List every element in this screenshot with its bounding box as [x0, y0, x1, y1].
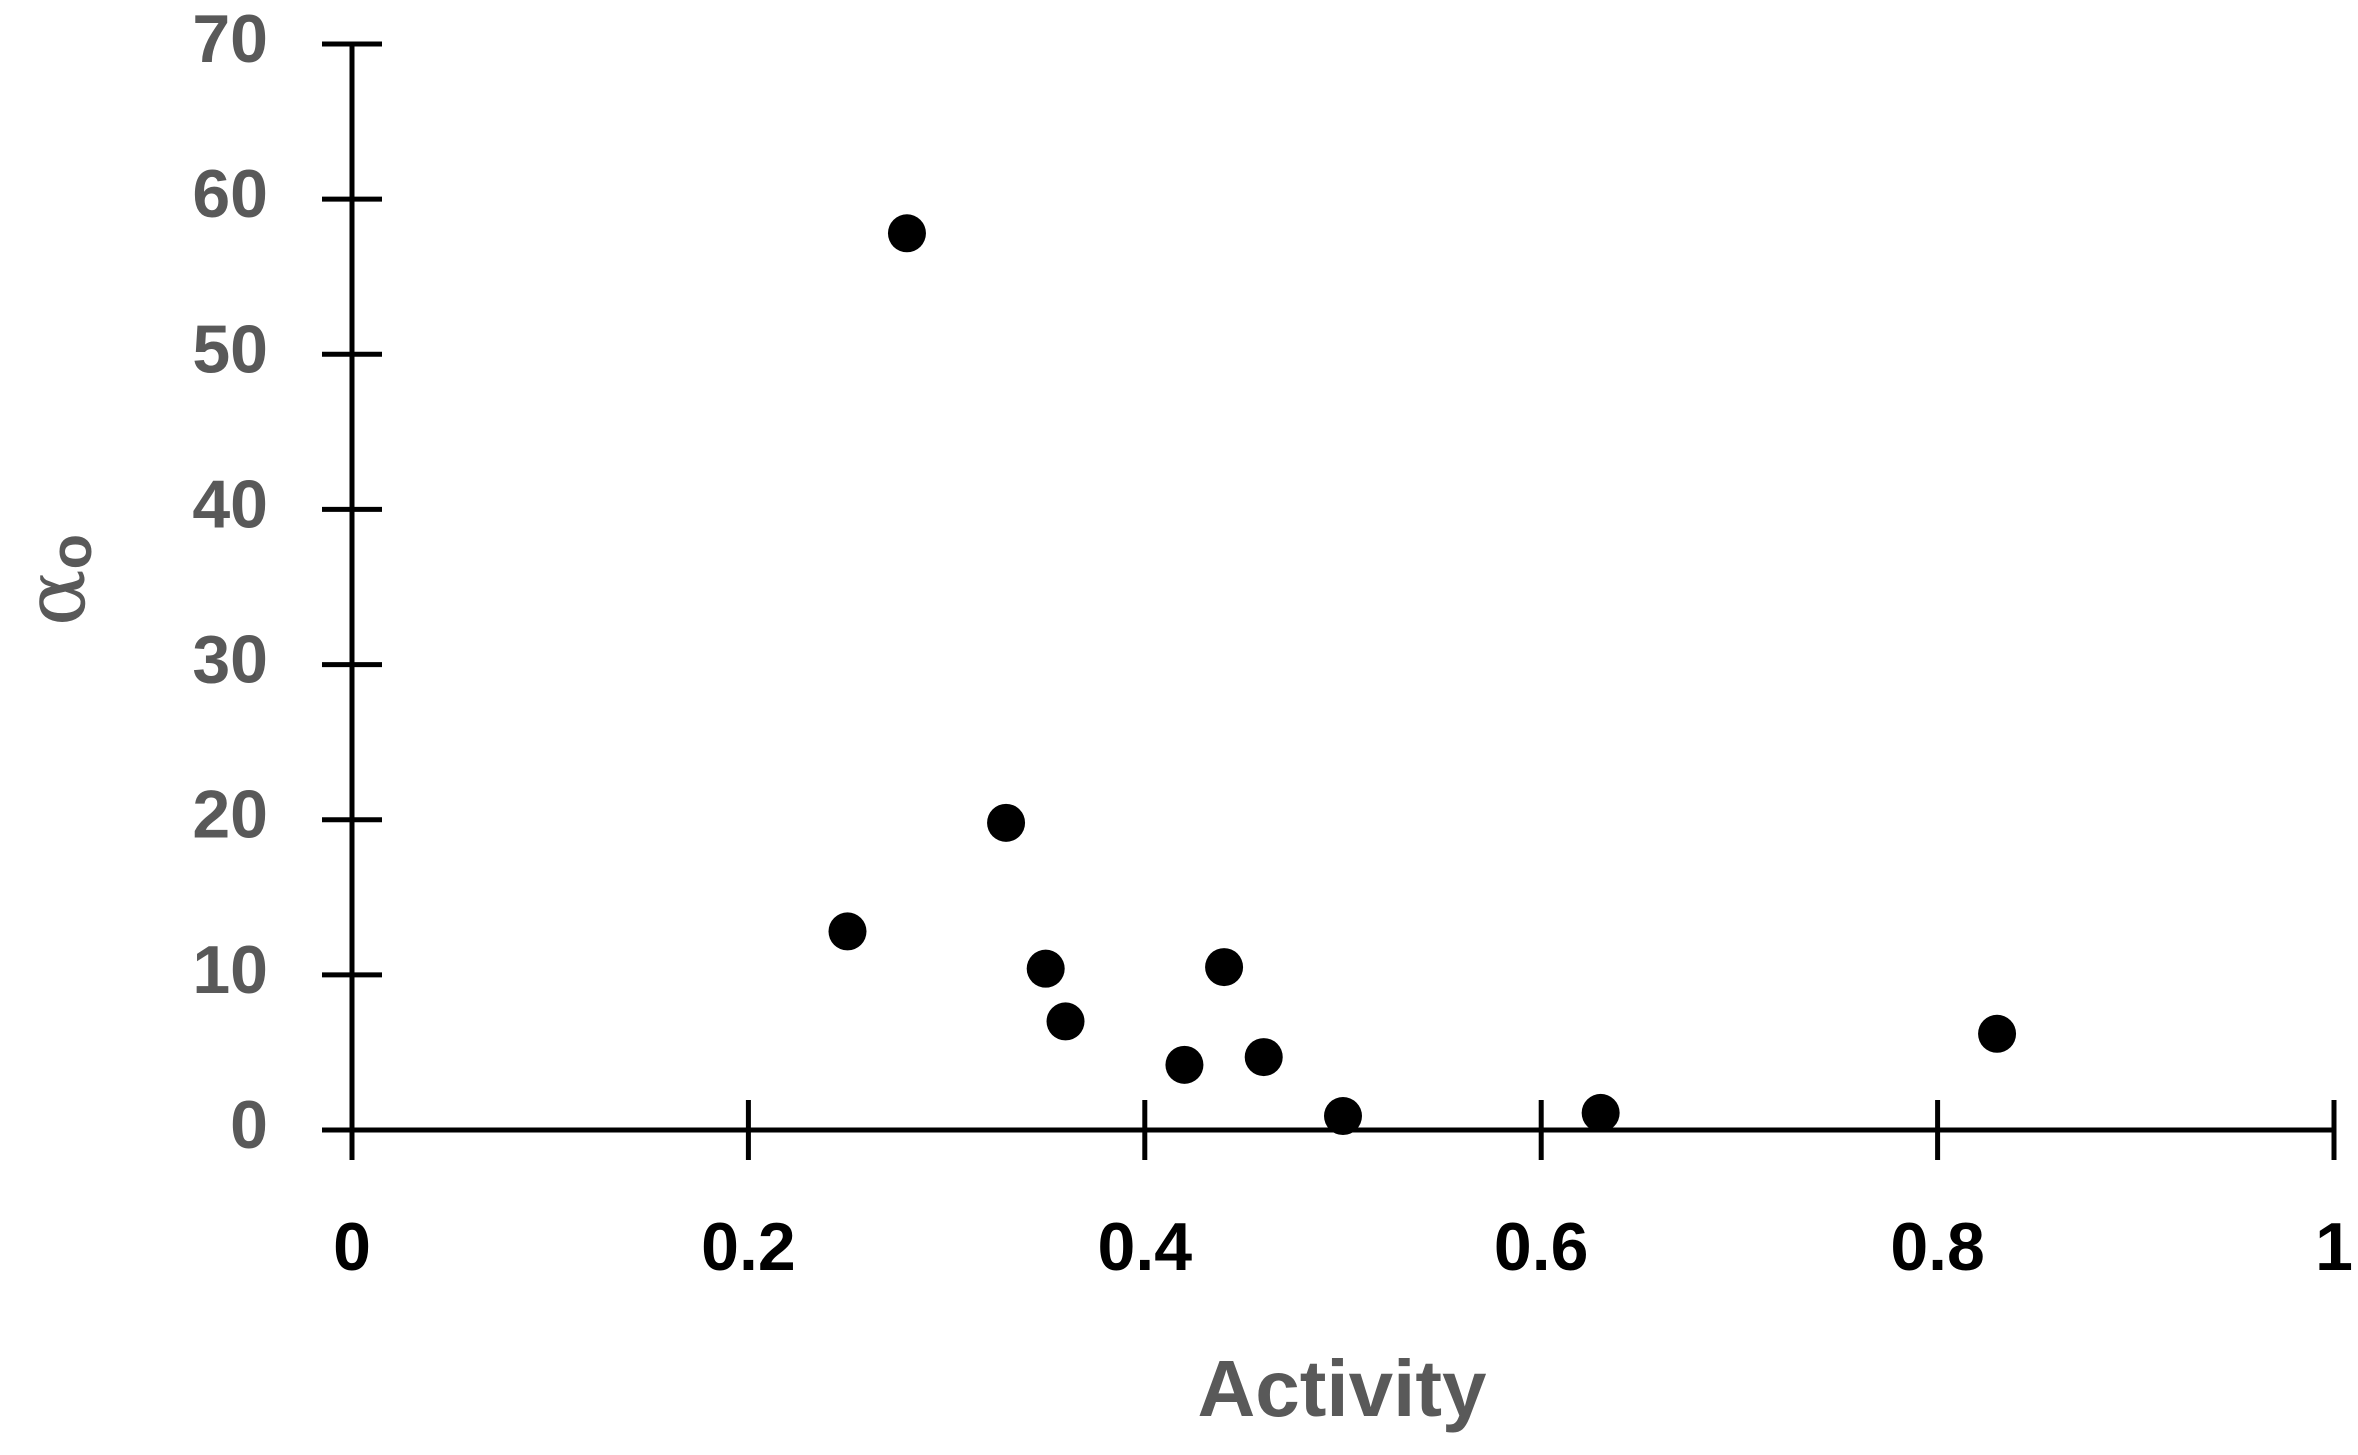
data-point [987, 803, 1026, 842]
y-axis-title-subscript: o [39, 534, 104, 569]
y-axis-title: αo [6, 534, 104, 626]
data-points [828, 214, 2017, 1136]
data-point [1026, 949, 1065, 988]
data-point [1581, 1093, 1620, 1132]
x-tick-label: 0.8 [1890, 1209, 1985, 1285]
data-point [1244, 1038, 1283, 1077]
x-axis-title: Activity [1198, 1344, 1487, 1433]
y-tick-label: 40 [192, 466, 268, 542]
data-point [1046, 1002, 1085, 1041]
data-point [1165, 1045, 1204, 1084]
y-tick-label: 30 [192, 622, 268, 698]
y-axis: 0 10 20 30 40 50 60 70 [192, 1, 382, 1163]
x-tick-label: 0.4 [1098, 1209, 1193, 1285]
y-tick-label: 0 [230, 1087, 268, 1163]
x-axis: 0 0.2 0.4 0.6 0.8 1 [333, 1100, 2353, 1285]
y-tick-label: 50 [192, 311, 268, 387]
x-tick-label: 1 [2315, 1209, 2353, 1285]
data-point [1324, 1097, 1362, 1136]
y-tick-label: 70 [192, 1, 268, 77]
data-point [1205, 948, 1244, 987]
data-point [828, 912, 867, 951]
x-tick-label: 0.6 [1494, 1209, 1589, 1285]
x-tick-label: 0.2 [701, 1209, 796, 1285]
y-tick-label: 10 [192, 932, 268, 1008]
data-point [887, 214, 926, 253]
y-tick-label: 20 [192, 777, 268, 853]
data-point [1978, 1014, 2017, 1053]
y-axis-title-symbol: α [6, 569, 104, 626]
y-tick-label: 60 [192, 156, 268, 232]
x-tick-label: 0 [333, 1209, 371, 1285]
